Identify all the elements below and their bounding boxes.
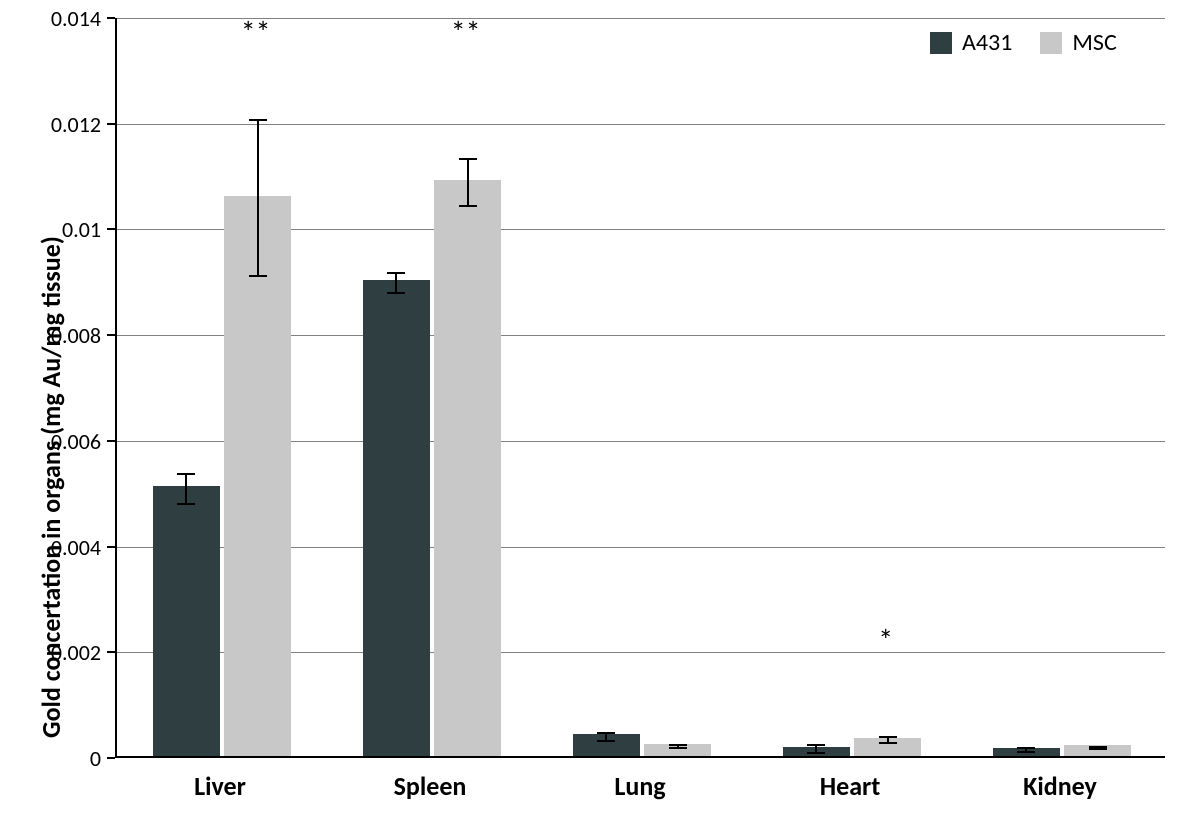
legend: A431 MSC [930, 28, 1117, 57]
legend-label: A431 [962, 28, 1012, 57]
gridline [117, 18, 1165, 19]
bar [224, 196, 291, 756]
x-tick-label: Heart [745, 770, 955, 802]
y-tick-label: 0.002 [21, 639, 101, 666]
x-tick-label: Spleen [325, 770, 535, 802]
significance-marker: * [878, 622, 893, 659]
y-tick-label: 0.014 [21, 5, 101, 32]
legend-item: A431 [930, 28, 1012, 57]
legend-label: MSC [1072, 28, 1116, 57]
y-tick [107, 546, 115, 548]
y-tick [107, 123, 115, 125]
y-tick-label: 0 [21, 745, 101, 772]
x-tick-label: Kidney [955, 770, 1165, 802]
gridline [117, 124, 1165, 125]
x-tick-label: Liver [115, 770, 325, 802]
bar [363, 280, 430, 756]
y-tick [107, 334, 115, 336]
y-tick-label: 0.006 [21, 428, 101, 455]
bar [153, 486, 220, 756]
y-tick-label: 0.008 [21, 322, 101, 349]
plot-area [115, 18, 1165, 758]
y-tick [107, 757, 115, 759]
legend-swatch [1040, 32, 1062, 54]
legend-item: MSC [1040, 28, 1116, 57]
y-tick-label: 0.01 [21, 216, 101, 243]
significance-marker: ** [241, 14, 271, 51]
chart-container: Gold concertation in organs (mg Au/mg ti… [0, 0, 1186, 821]
x-tick-label: Lung [535, 770, 745, 802]
y-tick [107, 440, 115, 442]
y-tick [107, 228, 115, 230]
legend-swatch [930, 32, 952, 54]
significance-marker: ** [451, 14, 481, 51]
y-tick-label: 0.004 [21, 534, 101, 561]
y-tick [107, 17, 115, 19]
y-tick [107, 651, 115, 653]
bar [434, 180, 501, 756]
y-tick-label: 0.012 [21, 111, 101, 138]
